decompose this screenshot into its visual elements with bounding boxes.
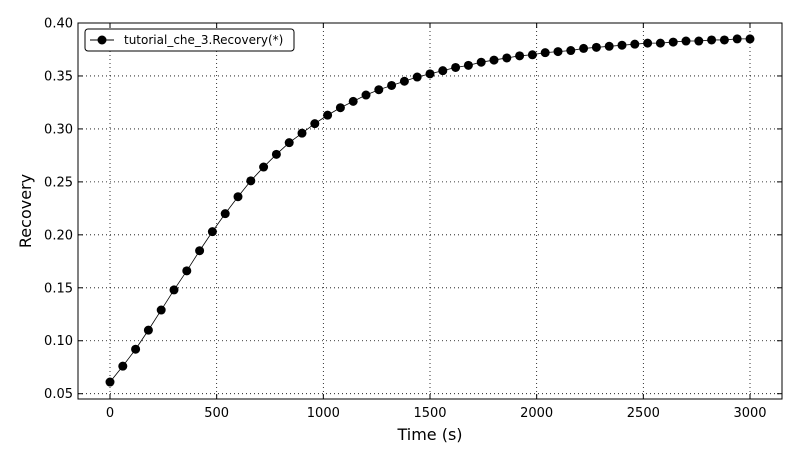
data-point: [476, 57, 486, 67]
data-point: [668, 37, 678, 47]
data-point: [220, 209, 230, 219]
y-tick-label: 0.25: [44, 175, 73, 190]
data-point: [579, 43, 589, 53]
data-point: [131, 344, 141, 354]
y-tick-label: 0.20: [44, 228, 73, 243]
data-point: [553, 47, 563, 57]
data-point: [617, 40, 627, 50]
y-axis: 0.05 0.10 0.15 0.20 0.25 0.30 0.35 0.40: [44, 17, 782, 402]
x-tick-label: 500: [204, 406, 229, 421]
data-point: [604, 41, 614, 51]
data-point: [259, 162, 269, 172]
legend-box: [84, 28, 295, 52]
data-point: [374, 85, 384, 95]
data-point: [527, 50, 537, 60]
data-point: [105, 377, 115, 387]
y-axis-title: Recovery: [16, 174, 35, 248]
data-point: [348, 96, 358, 106]
data-point: [630, 39, 640, 49]
data-point: [540, 48, 550, 58]
data-point: [271, 149, 281, 159]
data-point: [207, 227, 217, 237]
y-tick-label: 0.30: [44, 122, 73, 137]
data-point: [182, 266, 192, 276]
data-point: [233, 192, 243, 202]
x-tick-label: 2000: [520, 406, 553, 421]
data-point: [143, 325, 153, 335]
data-point: [745, 34, 755, 44]
legend-label: tutorial_che_3.Recovery(*): [124, 33, 283, 47]
data-point: [335, 103, 345, 113]
x-tick-label: 0: [106, 406, 114, 421]
data-point: [284, 138, 294, 148]
data-point: [489, 55, 499, 65]
data-point: [169, 285, 179, 295]
data-point: [451, 62, 461, 72]
legend: tutorial_che_3.Recovery(*): [84, 28, 295, 52]
data-point: [655, 38, 665, 48]
data-point: [732, 34, 742, 44]
y-tick-label: 0.15: [44, 281, 73, 296]
data-point: [719, 35, 729, 45]
data-point: [195, 246, 205, 256]
data-point: [591, 42, 601, 52]
data-point: [361, 90, 371, 100]
data-point: [515, 51, 525, 61]
data-point: [681, 36, 691, 46]
x-tick-label: 1000: [307, 406, 340, 421]
data-point: [323, 110, 333, 120]
data-point: [387, 80, 397, 90]
data-point: [156, 305, 166, 315]
data-point: [399, 76, 409, 86]
data-point: [566, 46, 576, 56]
x-tick-label: 2500: [627, 406, 660, 421]
data-point: [246, 176, 256, 186]
x-axis: 0 500 1000 1500 2000 2500 3000: [106, 23, 767, 421]
y-tick-label: 0.05: [44, 387, 73, 402]
y-tick-label: 0.10: [44, 334, 73, 349]
series-layer: [105, 34, 755, 387]
data-point: [297, 128, 307, 138]
data-point: [310, 119, 320, 129]
data-point: [438, 66, 448, 76]
data-point: [707, 35, 717, 45]
data-point: [412, 72, 422, 82]
data-point: [463, 60, 473, 70]
data-point: [643, 38, 653, 48]
y-tick-label: 0.40: [44, 17, 73, 32]
x-tick-label: 1500: [413, 406, 446, 421]
data-point: [118, 361, 128, 371]
x-axis-title: Time (s): [396, 425, 462, 444]
data-point: [425, 69, 435, 79]
y-tick-label: 0.35: [44, 69, 73, 84]
x-tick-label: 3000: [733, 406, 766, 421]
data-point: [694, 36, 704, 46]
data-point: [502, 53, 512, 63]
legend-marker-swatch: [97, 35, 107, 45]
